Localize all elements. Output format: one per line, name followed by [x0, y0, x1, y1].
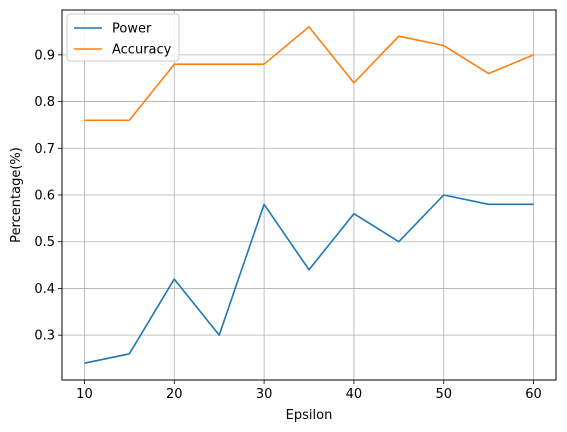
x-axis-label: Epsilon: [286, 408, 333, 423]
y-axis-ticks: 0.3 0.4 0.5 0.6 0.7 0.8 0.9: [34, 48, 62, 344]
y-tick-label: 0.7: [34, 142, 55, 157]
legend-label: Power: [112, 22, 152, 37]
x-tick-label: 40: [346, 387, 363, 402]
legend-label: Accuracy: [112, 43, 172, 58]
series-lines: [84, 26, 534, 364]
x-axis-ticks: 10 20 30 40 50 60: [76, 380, 542, 402]
y-tick-label: 0.6: [34, 189, 55, 204]
y-tick-label: 0.8: [34, 95, 55, 110]
legend: Power Accuracy: [66, 13, 180, 62]
grid: [62, 10, 556, 380]
series-line-power: [84, 194, 534, 364]
x-tick-label: 10: [76, 387, 93, 402]
y-tick-label: 0.5: [34, 235, 55, 250]
x-tick-label: 30: [256, 387, 273, 402]
y-tick-label: 0.3: [34, 329, 55, 344]
y-tick-label: 0.4: [34, 282, 55, 297]
x-tick-label: 20: [166, 387, 183, 402]
x-tick-label: 60: [525, 387, 542, 402]
y-axis-label: Percentage(%): [9, 147, 24, 243]
y-tick-label: 0.9: [34, 48, 55, 63]
series-line-accuracy: [84, 26, 534, 122]
x-tick-label: 50: [435, 387, 452, 402]
